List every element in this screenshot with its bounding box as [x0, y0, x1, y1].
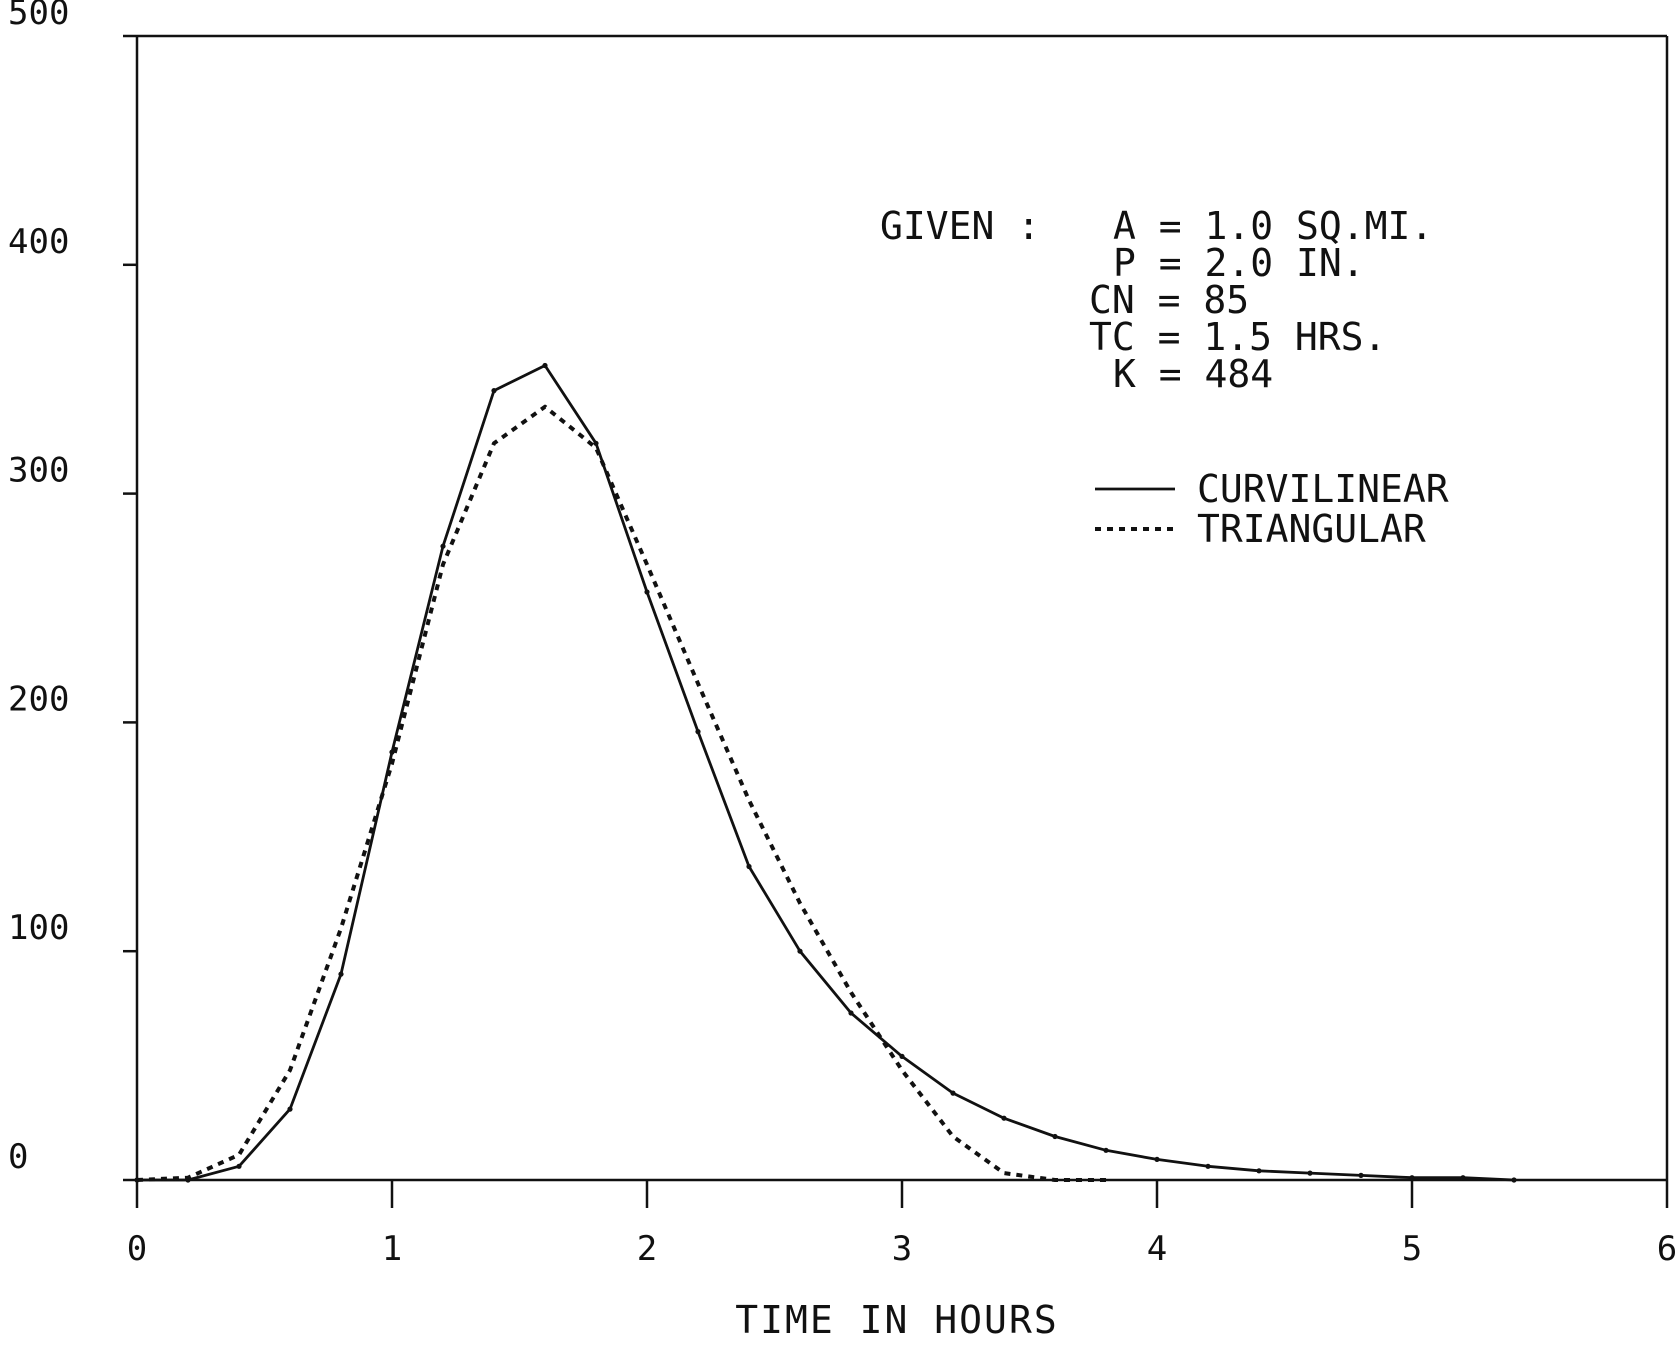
x-tick-label: 5: [1402, 1229, 1422, 1269]
x-axis-label: TIME IN HOURS: [735, 1298, 1058, 1342]
given-label: GIVEN :: [880, 204, 1040, 248]
data-point-curvilinear: [797, 948, 803, 954]
y-tick-label: 500: [8, 0, 69, 33]
data-point-curvilinear: [1205, 1163, 1211, 1169]
data-point-curvilinear: [1256, 1168, 1262, 1174]
data-point-curvilinear: [746, 863, 752, 870]
data-point-curvilinear: [1358, 1172, 1364, 1178]
data-point-curvilinear: [542, 362, 548, 369]
x-tick-label: 2: [637, 1229, 657, 1269]
data-point-curvilinear: [1511, 1177, 1517, 1183]
y-tick-label: 200: [8, 679, 69, 719]
data-point-curvilinear: [899, 1053, 905, 1059]
data-point-curvilinear: [1460, 1175, 1466, 1181]
data-point-curvilinear: [440, 543, 446, 549]
given-time-of-concentration: TC = 1.5 HRS.: [1089, 315, 1386, 359]
given-area: A = 1.0 SQ.MI.: [1113, 204, 1433, 248]
data-point-curvilinear: [950, 1090, 956, 1096]
series-line-curvilinear: [137, 364, 1515, 1182]
y-tick-label: 400: [8, 222, 69, 262]
given-block: GIVEN : A = 1.0 SQ.MI. P = 2.0 IN. CN = …: [880, 204, 1433, 396]
x-tick-label: 1: [382, 1229, 402, 1269]
given-curve-number: CN = 85: [1089, 278, 1249, 322]
data-point-curvilinear: [848, 1010, 854, 1016]
data-point-curvilinear: [491, 388, 497, 394]
given-peak-factor: K = 484: [1113, 352, 1273, 396]
data-point-curvilinear: [695, 729, 701, 735]
x-tick-label: 0: [127, 1229, 147, 1269]
x-tick-label: 3: [892, 1229, 912, 1269]
axes: 0 100 200 300 400 500 0 1 2 3 4 5 6: [8, 0, 1677, 1269]
data-point-curvilinear: [644, 589, 650, 595]
data-point-curvilinear: [236, 1163, 242, 1169]
data-point-curvilinear: [1052, 1133, 1058, 1140]
data-point-curvilinear: [1307, 1170, 1313, 1176]
data-point-curvilinear: [287, 1106, 293, 1112]
data-point-curvilinear: [338, 971, 344, 977]
x-tick-label: 4: [1147, 1229, 1167, 1269]
given-precipitation: P = 2.0 IN.: [1113, 241, 1365, 285]
data-point-curvilinear: [1154, 1156, 1160, 1162]
series-line-triangular: [136, 404, 1106, 1182]
data-point-curvilinear: [593, 440, 599, 446]
data-point-curvilinear: [1103, 1147, 1109, 1153]
y-tick-label: 300: [8, 451, 69, 491]
legend-label-curvilinear: CURVILINEAR: [1197, 467, 1449, 511]
x-tick-label: 6: [1657, 1229, 1677, 1269]
y-tick-label: 0: [8, 1137, 28, 1177]
series-lines: [134, 362, 1517, 1183]
data-point-curvilinear: [1409, 1175, 1415, 1181]
y-tick-label: 100: [8, 908, 69, 948]
data-point-curvilinear: [1001, 1115, 1007, 1121]
legend: CURVILINEAR TRIANGULAR: [1095, 467, 1449, 551]
legend-label-triangular: TRIANGULAR: [1197, 507, 1426, 551]
